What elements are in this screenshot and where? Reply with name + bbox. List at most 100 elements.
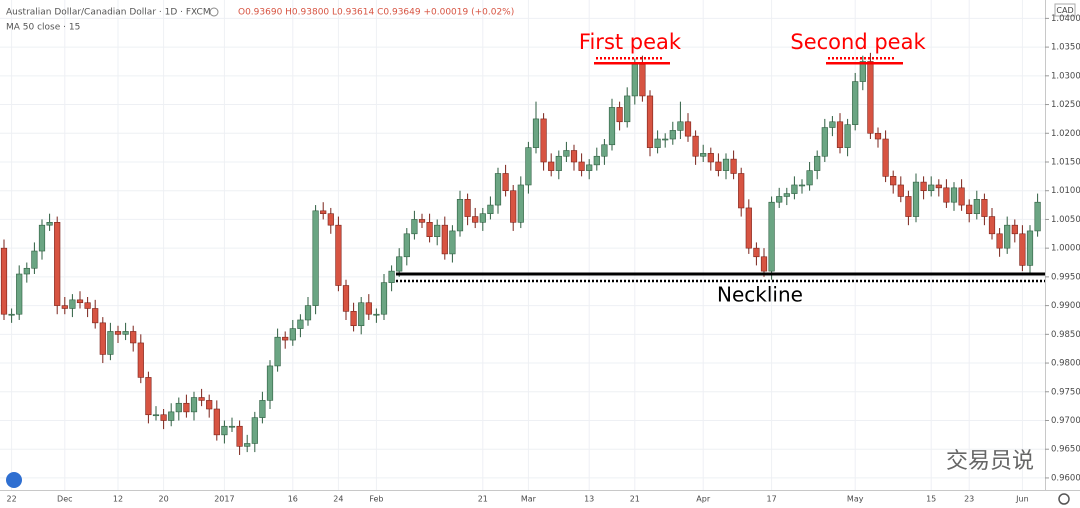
x-tick-label: 21 (478, 495, 488, 504)
peak-label: Second peak (790, 30, 926, 54)
y-tick-label: 1.00000 (1051, 244, 1080, 254)
candle-body (23, 267, 30, 275)
candle-body (388, 270, 395, 283)
chart-title: Australian Dollar/Canadian Dollar · 1D ·… (6, 8, 211, 18)
x-tick-label: Jun (1015, 495, 1029, 504)
candle-body (821, 127, 828, 157)
candle-body (760, 256, 768, 272)
candle-body (692, 135, 699, 157)
x-tick-label: 13 (584, 495, 594, 504)
candle-body (753, 247, 760, 258)
candle-body (266, 365, 274, 401)
x-tick-label: May (847, 495, 864, 504)
candle-body (168, 411, 175, 421)
candle-body (335, 224, 342, 286)
x-tick-label: 15 (926, 495, 936, 504)
y-tick-label: 1.00500 (1051, 215, 1080, 225)
candles (0, 52, 1041, 455)
candle-body (494, 173, 502, 206)
candle-body (973, 199, 980, 214)
candle-body (791, 184, 798, 194)
candle-body (646, 95, 654, 148)
candle-body (555, 155, 562, 171)
candle-body (943, 187, 950, 203)
x-tick-label: 2017 (214, 495, 234, 504)
candle-body (966, 204, 973, 214)
candle-body (540, 118, 547, 163)
y-tick-label: 1.01000 (1051, 186, 1080, 196)
candle-body (213, 408, 220, 436)
candle-body (981, 199, 988, 217)
candle-body (563, 150, 570, 157)
candle-body (669, 130, 676, 140)
candle-body (715, 161, 722, 171)
candle-body (221, 425, 228, 436)
candle-body (844, 124, 851, 148)
candle-body (145, 377, 152, 416)
candle-body (274, 336, 281, 367)
candle-body (228, 425, 236, 428)
candle-body (434, 224, 441, 237)
candle-body (289, 328, 296, 341)
candle-body (517, 184, 524, 223)
indicator-label: MA 50 close · 15 (6, 23, 80, 33)
candle-body (342, 285, 350, 312)
candle-body (365, 302, 372, 315)
candle-body (418, 219, 426, 223)
candle-body (798, 184, 806, 187)
candle-body (905, 196, 912, 217)
candle-body (456, 199, 464, 232)
candle-body (487, 204, 494, 214)
candle-body (958, 187, 965, 206)
neckline-label: Neckline (717, 283, 803, 307)
candle-body (358, 302, 365, 327)
y-tick-label: 1.04000 (1051, 14, 1080, 24)
ohlc-legend: O0.93690 H0.93800 L0.93614 C0.93649 +0.0… (238, 8, 514, 18)
x-tick-label: 24 (333, 495, 343, 504)
y-tick-label: 1.02000 (1051, 129, 1080, 139)
y-tick-label: 1.03500 (1051, 43, 1080, 53)
x-tick-label: Dec (57, 495, 72, 504)
candle-body (920, 181, 927, 192)
candle-body (8, 313, 15, 316)
candle-body (814, 155, 821, 171)
candle-body (297, 319, 304, 329)
candle-body (441, 224, 448, 255)
candle-body (624, 95, 631, 123)
candle-body (593, 155, 600, 166)
candle-body (935, 184, 942, 189)
x-tick-label: 12 (113, 495, 123, 504)
currency-box (1054, 3, 1076, 17)
y-tick-label: 1.01500 (1051, 157, 1080, 167)
candle-body (92, 308, 99, 324)
logo[interactable] (6, 472, 22, 488)
x-tick-label: 20 (159, 495, 169, 504)
candle-body (783, 193, 790, 197)
candle-body (175, 402, 182, 413)
candle-body (730, 158, 737, 174)
candle-body (1011, 224, 1018, 235)
candle-body (852, 81, 859, 125)
settings-icon[interactable] (1058, 493, 1070, 505)
candle-body (244, 443, 251, 447)
eye-icon[interactable] (209, 7, 219, 17)
currency: CAD (1056, 6, 1073, 15)
candle-body (662, 138, 669, 141)
candle-body (601, 144, 608, 157)
x-tick-label: 17 (767, 495, 777, 504)
candle-body (0, 247, 8, 315)
x-tick-label: Apr (696, 495, 711, 504)
candle-body (114, 331, 122, 335)
x-tick-label: 21 (630, 495, 640, 504)
candle-body (928, 184, 935, 192)
candle-body (54, 222, 61, 306)
candle-body (1004, 224, 1011, 249)
candle-body (897, 184, 904, 197)
x-tick-label: 22 (7, 495, 17, 504)
